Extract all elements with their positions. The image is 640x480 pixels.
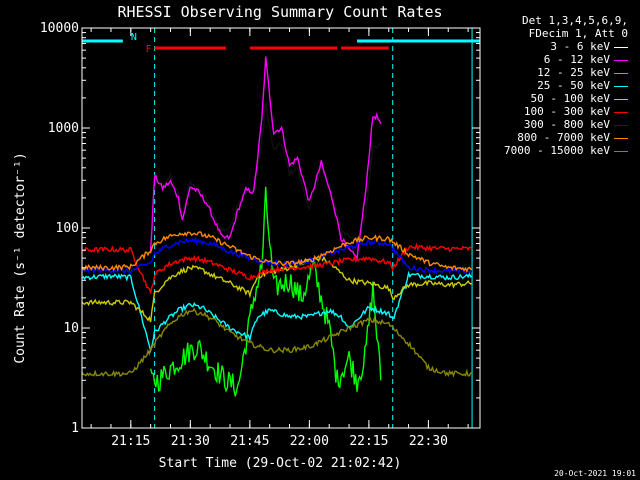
legend-entry: 800 - 7000 keV bbox=[517, 131, 628, 144]
legend-entry: 12 - 25 keV bbox=[537, 66, 628, 79]
legend-swatch bbox=[614, 72, 628, 74]
legend-swatch bbox=[614, 150, 628, 152]
x-axis-label: Start Time (29-Oct-02 21:02:42) bbox=[159, 456, 402, 471]
x-tick-label: 22:00 bbox=[290, 434, 329, 449]
series-line-100-300-keV bbox=[81, 242, 473, 295]
legend-swatch bbox=[614, 124, 628, 126]
legend-entry-label: 800 - 7000 keV bbox=[517, 131, 610, 144]
legend-swatch bbox=[614, 85, 628, 87]
legend-swatch bbox=[614, 137, 628, 139]
legend-entry-label: 50 - 100 keV bbox=[530, 92, 610, 105]
y-tick-label: 100 bbox=[56, 221, 79, 236]
legend-entry: 3 - 6 keV bbox=[550, 40, 628, 53]
legend-entry-label: 12 - 25 keV bbox=[537, 66, 610, 79]
legend-entry-label: 6 - 12 keV bbox=[543, 53, 610, 66]
y-tick-label: 1000 bbox=[48, 121, 79, 136]
legend-swatch bbox=[614, 111, 628, 113]
legend-entry: 50 - 100 keV bbox=[531, 92, 628, 105]
y-tick-label: 1 bbox=[71, 421, 79, 436]
series-line-300-800-keV bbox=[81, 236, 473, 275]
y-tick-label: 10000 bbox=[40, 21, 79, 36]
legend-entry-label: 7000 - 15000 keV bbox=[504, 144, 610, 157]
y-axis-label: Count Rate (s⁻¹ detector⁻¹) bbox=[13, 152, 28, 363]
chart-title: RHESSI Observing Summary Count Rates bbox=[117, 3, 442, 21]
flag-label-F: F bbox=[146, 44, 152, 55]
series-line-3-6-keV bbox=[153, 102, 382, 242]
legend-entry: 6 - 12 keV bbox=[544, 53, 628, 66]
series-line-800-7000-keV bbox=[81, 231, 473, 273]
x-tick-label: 21:30 bbox=[171, 434, 210, 449]
series-line-25-50-keV bbox=[81, 270, 473, 354]
x-tick-label: 22:15 bbox=[349, 434, 388, 449]
legend-entry: 300 - 800 keV bbox=[524, 118, 628, 131]
x-tick-label: 21:45 bbox=[230, 434, 269, 449]
series-line-6-12-keV bbox=[149, 56, 382, 261]
legend-entry-label: 25 - 50 keV bbox=[537, 79, 610, 92]
footer-date: 20-Oct-2021 19:01 bbox=[554, 469, 636, 478]
flag-label-N: N bbox=[131, 32, 137, 43]
legend-swatch bbox=[614, 46, 628, 48]
legend-swatch bbox=[614, 59, 628, 61]
legend-header-line: FDecim 1, Att 0 bbox=[528, 27, 628, 40]
legend-entry-label: 100 - 300 keV bbox=[523, 105, 610, 118]
series-line-7000-15000-keV bbox=[81, 307, 473, 378]
y-tick-label: 10 bbox=[63, 321, 79, 336]
legend-entry: 25 - 50 keV bbox=[537, 79, 628, 92]
series-line-12-25-keV bbox=[149, 186, 382, 397]
legend-header-line: Det 1,3,4,5,6,9, bbox=[522, 14, 628, 27]
legend-entry-label: 3 - 6 keV bbox=[550, 40, 610, 53]
series-lines bbox=[81, 56, 473, 397]
legend-swatch bbox=[614, 98, 628, 100]
legend-entry: 100 - 300 keV bbox=[524, 105, 628, 118]
axes: 1 10 100 1000 10000 21:15 21:30 21:45 22:00 22:15… bbox=[40, 21, 481, 449]
legend-entry: 7000 - 15000 keV bbox=[504, 144, 628, 157]
x-tick-label: 22:30 bbox=[409, 434, 448, 449]
legend-entry-label: 300 - 800 keV bbox=[523, 118, 610, 131]
x-tick-label: 21:15 bbox=[111, 434, 150, 449]
flag-bars: NF bbox=[82, 32, 480, 55]
